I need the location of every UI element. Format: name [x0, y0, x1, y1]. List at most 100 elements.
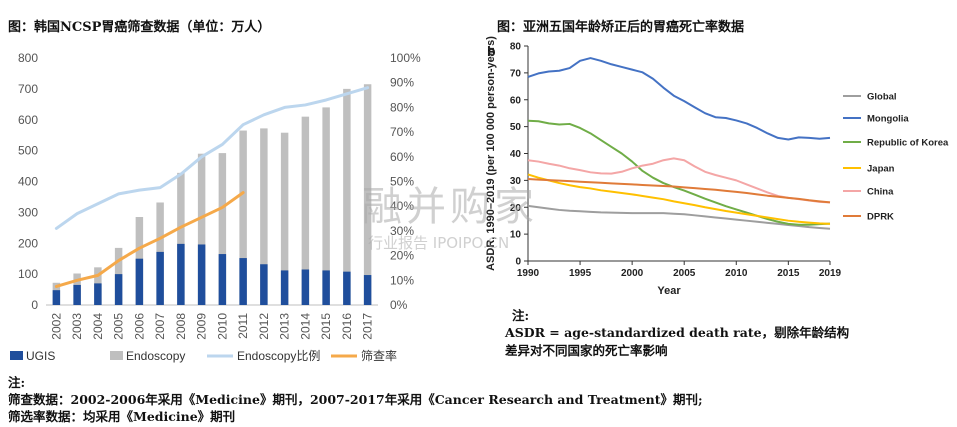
series-line-global: [527, 204, 831, 230]
right-y-tick-label: 50: [510, 122, 522, 133]
left-y-tick-label: 200: [18, 236, 38, 250]
y-axis-title: ASDR, 1990–2019 (per 100 000 person-year…: [485, 36, 497, 271]
left-chart-title: 图：韩国NCSP胃癌筛查数据（单位：万人）: [8, 20, 271, 35]
legend-ugis-swatch: [10, 351, 23, 360]
legend-label-global: Global: [867, 92, 897, 103]
x-tick-label: 2016: [340, 313, 354, 340]
bottom-note-label: 注:: [8, 375, 26, 390]
ugis-bar: [363, 275, 372, 305]
legend-endoscopy-swatch: [110, 351, 123, 360]
legend-label-japan: Japan: [867, 164, 895, 175]
endoscopy-bar: [343, 88, 351, 305]
ugis-bar: [73, 284, 81, 305]
legend-label-dprk: DPRK: [867, 212, 894, 223]
right-y-tick-label: 0: [515, 257, 521, 268]
right-y-tick-label: 80: [510, 42, 522, 53]
legend-endoscopy-ratio-label: Endoscopy比例: [237, 349, 320, 363]
right-y-tick-label: 30%: [390, 224, 414, 238]
right-x-tick-label: 2005: [673, 268, 696, 279]
ugis-bar: [197, 244, 206, 305]
x-tick-label: 2004: [91, 313, 105, 340]
ugis-bar: [135, 258, 144, 305]
legend-endoscopy-label: Endoscopy: [126, 349, 185, 363]
series-line-japan: [527, 173, 831, 225]
x-axis-title: Year: [657, 285, 681, 297]
left-y-tick-label: 600: [18, 113, 38, 127]
left-y-tick-label: 500: [18, 144, 38, 158]
right-x-tick-label: 2015: [777, 268, 800, 279]
right-x-tick-label: 2019: [819, 268, 842, 279]
bottom-note-line2: 筛选率数据：均采用《Medicine》期刊: [8, 409, 236, 424]
ugis-bar: [114, 274, 123, 305]
right-y-tick-label: 60%: [390, 150, 414, 164]
series-line-dprk: [527, 178, 831, 204]
right-y-tick-label: 80%: [390, 100, 414, 114]
left-y-tick-label: 100: [18, 267, 38, 281]
screening-rate-line: [54, 191, 245, 288]
left-y-tick-label: 300: [18, 205, 38, 219]
right-x-tick-label: 1995: [569, 268, 592, 279]
right-note-label: 注:: [512, 308, 530, 323]
right-note-line2: 差异对不同国家的死亡率影响: [505, 343, 668, 358]
watermark-main: 融并购家: [362, 184, 538, 230]
endoscopy-bar: [363, 84, 372, 306]
legend-screening-rate-label: 筛查率: [361, 348, 397, 363]
series-line-mongolia: [527, 57, 831, 141]
right-y-tick-label: 60: [510, 95, 522, 106]
left-y-tick-label: 700: [18, 82, 38, 96]
legend-label-republic-of-korea: Republic of Korea: [867, 138, 949, 149]
endoscopy-ratio-line: [54, 86, 370, 230]
right-y-tick-label: 10%: [390, 273, 414, 287]
bottom-note-line1: 筛查数据：2002-2006年采用《Medicine》期刊，2007-2017年…: [8, 392, 703, 407]
ugis-bar: [218, 254, 227, 305]
ugis-bar: [322, 270, 330, 305]
right-y-tick-label: 100%: [390, 51, 421, 65]
ugis-bar: [301, 269, 310, 305]
x-tick-label: 2009: [195, 313, 209, 340]
x-tick-label: 2003: [70, 313, 84, 340]
x-tick-label: 2007: [153, 313, 167, 340]
x-tick-label: 2005: [112, 313, 126, 340]
x-tick-label: 2012: [257, 313, 271, 340]
right-y-tick-label: 30: [510, 176, 522, 187]
panel-letter: b: [487, 43, 496, 59]
endoscopy-bar: [239, 130, 247, 305]
endoscopy-bar: [301, 116, 310, 305]
left-y-tick-label: 400: [18, 175, 38, 189]
x-tick-label: 2017: [361, 313, 375, 340]
x-tick-label: 2014: [298, 313, 312, 340]
ugis-bar: [94, 283, 102, 305]
ugis-bar: [260, 264, 268, 305]
ugis-bar: [156, 251, 164, 305]
right-chart-title: 图：亚洲五国年龄矫正后的胃癌死亡率数据: [497, 20, 745, 35]
left-y-tick-label: 800: [18, 51, 38, 65]
series-line-republic-of-korea: [527, 119, 831, 226]
left-y-tick-label: 0: [31, 298, 38, 312]
x-tick-label: 2008: [174, 313, 188, 340]
endoscopy-bar: [177, 172, 185, 305]
ugis-bar: [343, 271, 351, 305]
right-y-tick-label: 40%: [390, 199, 414, 213]
endoscopy-bar: [197, 153, 206, 305]
x-tick-label: 2010: [215, 313, 229, 340]
x-tick-label: 2013: [278, 313, 292, 340]
right-x-tick-label: 1990: [517, 268, 540, 279]
legend-ugis-label: UGIS: [26, 349, 55, 363]
legend-label-china: China: [867, 187, 894, 198]
right-y-tick-label: 20: [510, 203, 522, 214]
right-y-tick-label: 20%: [390, 249, 414, 263]
ugis-bar: [280, 270, 289, 305]
right-y-tick-label: 70%: [390, 125, 414, 139]
watermark-sub: 行业报告 IPOIPO.CN: [368, 234, 510, 252]
endoscopy-bar: [280, 132, 289, 305]
x-tick-label: 2015: [319, 313, 333, 340]
endoscopy-bar: [218, 153, 227, 305]
endoscopy-bar: [322, 107, 330, 306]
right-y-tick-label: 40: [510, 149, 522, 160]
right-y-tick-label: 50%: [390, 175, 414, 189]
right-x-tick-label: 2010: [725, 268, 748, 279]
right-y-tick-label: 0%: [390, 298, 408, 312]
right-y-tick-label: 90%: [390, 76, 414, 90]
right-y-tick-label: 70: [510, 68, 522, 79]
